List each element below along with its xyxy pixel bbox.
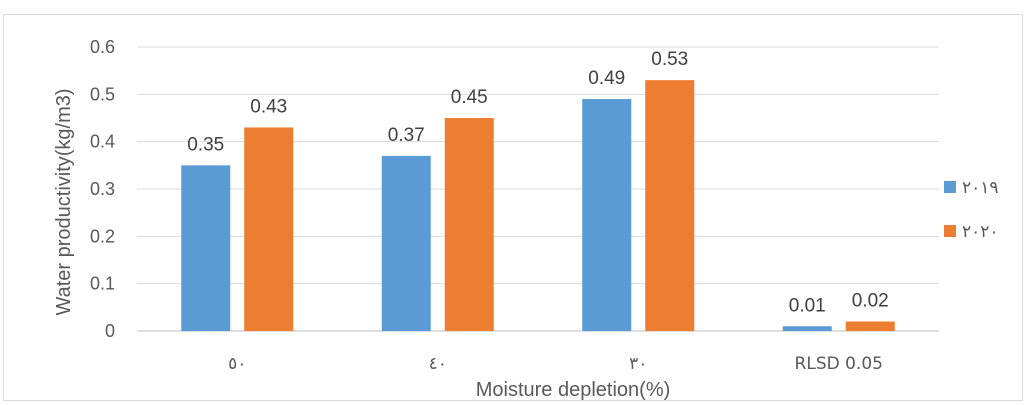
- x-tick-label: ٣٠: [629, 354, 647, 374]
- legend-label: ٢٠١٩: [962, 178, 999, 198]
- data-labels: 0.35 0.43 0.37 0.45 0.49 0.53 0.01 0.02: [187, 49, 888, 316]
- y-axis: 0 0.1 0.2 0.3 0.4 0.5 0.6: [90, 37, 115, 341]
- data-label: 0.37: [388, 125, 425, 146]
- bar-series-1: [782, 326, 832, 331]
- y-tick-label: 0.6: [90, 37, 115, 57]
- x-axis-title: Moisture depletion(%): [476, 379, 671, 401]
- y-axis-title: Water productivity(kg/m3): [53, 88, 75, 315]
- data-label: 0.35: [187, 134, 224, 155]
- y-tick-label: 0.2: [90, 226, 115, 246]
- x-tick-label: ٤٠: [429, 354, 447, 374]
- x-tick-label: ٥٠: [228, 354, 246, 374]
- x-tick-label: RLSD 0.05: [795, 354, 883, 374]
- x-axis: ٥٠ ٤٠ ٣٠ RLSD 0.05: [228, 354, 883, 374]
- bar-series-2: [244, 127, 294, 331]
- bars: [181, 80, 895, 331]
- bar-series-2: [645, 80, 695, 331]
- bar-series-1: [381, 155, 431, 331]
- data-label: 0.43: [250, 96, 287, 117]
- y-tick-label: 0.1: [90, 274, 115, 294]
- legend-swatch: [944, 225, 956, 237]
- data-label: 0.45: [451, 87, 488, 108]
- data-label: 0.49: [588, 68, 625, 89]
- data-label: 0.02: [852, 291, 889, 312]
- chart-border: [3, 14, 1023, 401]
- bar-series-2: [444, 118, 494, 331]
- legend-swatch: [944, 181, 956, 193]
- y-tick-label: 0.3: [90, 179, 115, 199]
- legend-label: ٢٠٢٠: [962, 222, 999, 242]
- y-tick-label: 0.4: [90, 132, 115, 152]
- bar-series-2: [845, 321, 895, 331]
- data-label: 0.01: [789, 295, 826, 316]
- legend: ٢٠١٩ ٢٠٢٠: [944, 178, 999, 242]
- bar-series-1: [181, 165, 231, 331]
- y-tick-label: 0: [105, 321, 115, 341]
- bar-series-1: [582, 99, 632, 331]
- data-label: 0.53: [651, 49, 688, 70]
- y-tick-label: 0.5: [90, 84, 115, 104]
